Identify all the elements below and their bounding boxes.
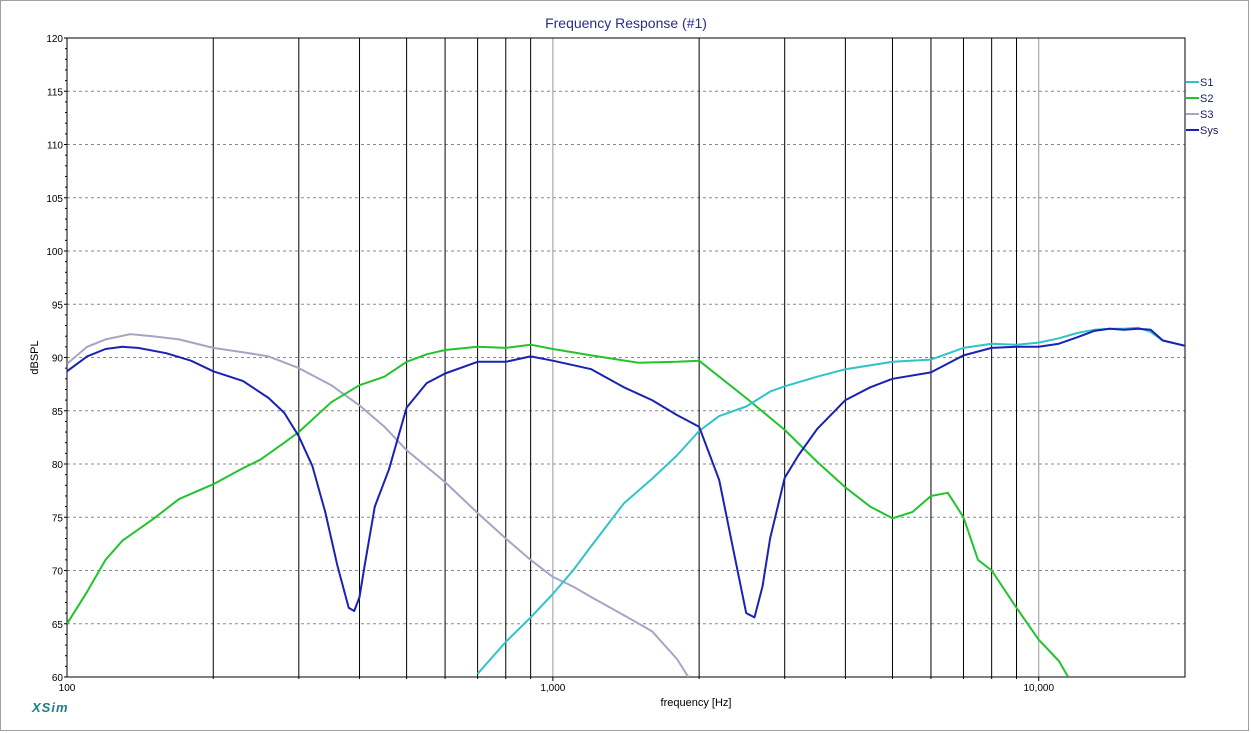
y-tick-label: 115: [47, 87, 63, 98]
x-tick-label: 1,000: [540, 683, 565, 694]
series-line-sys: [67, 327, 1185, 619]
legend-label-s3: S3: [1200, 109, 1213, 121]
legend-label-s1: S1: [1200, 77, 1213, 89]
y-tick-label: 105: [46, 194, 63, 205]
y-tick-label: 120: [46, 34, 63, 45]
y-tick-label: 90: [52, 354, 64, 365]
x-axis-label: frequency [Hz]: [661, 697, 732, 709]
series-line-s3: [67, 333, 690, 677]
y-tick-label: 95: [52, 300, 64, 311]
y-tick-label: 70: [52, 567, 64, 578]
plot-border: [66, 37, 1186, 678]
xsim-brand: XSim: [32, 700, 69, 715]
x-tick-label: 100: [59, 683, 76, 694]
y-tick-label: 85: [52, 407, 64, 418]
y-tick-label: 80: [52, 460, 64, 471]
y-tick-label: 60: [52, 673, 64, 684]
series-line-s2: [67, 343, 1070, 677]
chart-title: Frequency Response (#1): [545, 15, 707, 31]
legend-label-sys: Sys: [1200, 125, 1219, 137]
x-tick-label: 10,000: [1023, 683, 1054, 694]
y-tick-label: 110: [47, 141, 63, 152]
y-tick-label: 100: [46, 247, 63, 258]
y-axis-label: dBSPL: [29, 340, 41, 374]
legend-label-s2: S2: [1200, 93, 1213, 105]
y-tick-label: 75: [52, 513, 64, 524]
y-tick-label: 65: [52, 620, 64, 631]
